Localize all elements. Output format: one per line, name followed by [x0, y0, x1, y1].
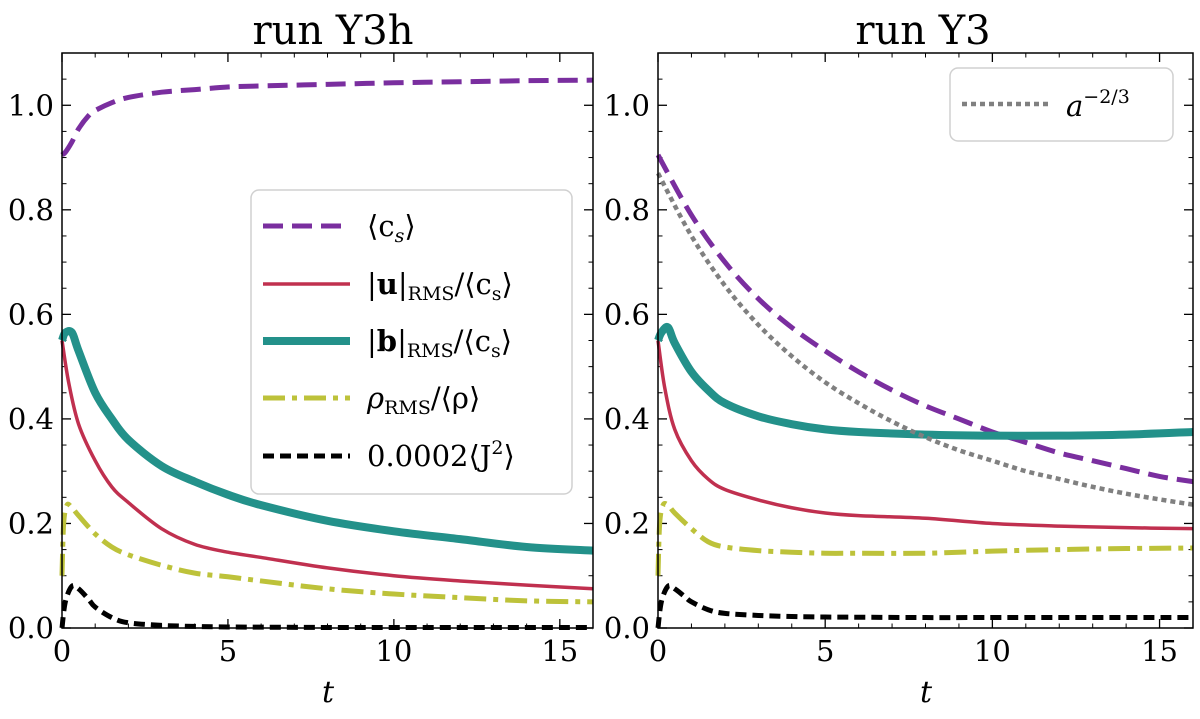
x-tick-label: 10 [375, 634, 412, 668]
legend-frame [250, 189, 573, 495]
series-line-2 [58, 326, 594, 555]
x-tick-label: 0 [53, 634, 71, 668]
tick-labels: 0 5 10 15 0.0 0.2 0.4 0.6 0.8 1.0 [604, 88, 1178, 668]
y-tick-label: 0.4 [8, 402, 54, 436]
y-tick-label: 0.2 [8, 506, 54, 540]
series-line-1 [60, 340, 594, 591]
legend-label-a: a−2/3 [1066, 86, 1130, 123]
y-tick-label: 0.0 [8, 611, 54, 645]
series-line-0 [655, 153, 1194, 485]
series-line-4 [59, 582, 593, 631]
series-line-0 [60, 77, 594, 158]
y-tick-label: 0.8 [604, 193, 650, 227]
series-line-4 [655, 582, 1193, 629]
series-line-3 [655, 500, 1194, 576]
legend-frame [949, 67, 1174, 142]
x-tick-label: 5 [219, 634, 237, 668]
y-tick-label: 0.6 [8, 297, 54, 331]
plot-frame [657, 52, 1194, 629]
series-lines [58, 77, 594, 631]
series-line-2 [654, 323, 1194, 440]
series-line-3 [59, 501, 594, 605]
x-tick-label: 10 [974, 634, 1011, 668]
x-axis-label: t [920, 675, 933, 710]
x-tick-label: 0 [649, 634, 667, 668]
legend-label-rho: ρRMS/⟨ρ⟩ [366, 381, 480, 419]
legend: ⟨cs⟩ |u|RMS/⟨cs⟩ |b|RMS/⟨cs⟩ ρRMS/⟨ρ⟩ 0.… [250, 189, 573, 495]
chart-title: run Y3 [855, 8, 990, 54]
series-lines [654, 153, 1194, 629]
legend-label-cs: ⟨cs⟩ [367, 209, 416, 247]
legend-label-j: 0.0002⟨J2⟩ [367, 437, 515, 473]
x-tick-label: 5 [816, 634, 834, 668]
legend-label-b: |b|RMS/⟨cs⟩ [367, 324, 512, 362]
x-tick-label: 15 [541, 634, 578, 668]
x-tick-label: 15 [1141, 634, 1178, 668]
panel-run-y3: run Y3 0 5 10 15 0.0 0.2 0.4 0.6 0.8 1.0 t a−2/3 [604, 8, 1194, 710]
series-line-5 [656, 172, 1194, 507]
y-tick-label: 1.0 [8, 88, 54, 122]
y-tick-label: 0.8 [8, 193, 54, 227]
y-tick-label: 1.0 [604, 88, 650, 122]
y-tick-label: 0.6 [604, 297, 650, 331]
y-tick-label: 0.0 [604, 611, 650, 645]
panel-run-y3h: run Y3h 0 5 10 15 0.0 0.2 0.4 0.6 0.8 1.0 t ⟨cs⟩ … [8, 8, 594, 710]
tick-labels: 0 5 10 15 0.0 0.2 0.4 0.6 0.8 1.0 [8, 88, 578, 668]
plot-frame [61, 52, 594, 629]
x-axis-label: t [322, 675, 335, 710]
series-line-1 [656, 340, 1194, 531]
chart-title: run Y3h [253, 8, 414, 54]
legend: a−2/3 [949, 67, 1174, 142]
y-tick-label: 0.4 [604, 402, 650, 436]
legend-label-u: |u|RMS/⟨cs⟩ [367, 267, 513, 305]
y-tick-label: 0.2 [604, 506, 650, 540]
